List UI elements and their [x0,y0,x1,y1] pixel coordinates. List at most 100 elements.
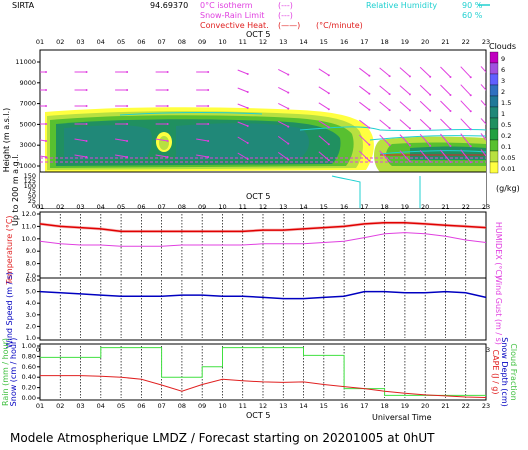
temperature-ylabel: Temperature (°C) [5,215,14,285]
wind-arrow-head [246,107,249,109]
clouds-legend-label: 0.1 [501,143,511,151]
wind-arrow [460,133,472,147]
wind-arrow [359,67,370,77]
wind-arrow [379,101,390,111]
height-low-tick-label: 0 [32,202,36,210]
wind-arrow [440,133,451,147]
hour-tick-label: 09 [198,402,206,410]
clouds-legend-label: 1.5 [501,99,511,107]
wind-arrow [237,69,248,75]
hour-tick-label: 23 [482,38,490,46]
wind-arrow-head [368,143,371,146]
bottom-hour-ticks: 01 02 03 04 05 06 07 08 09 10 11 12 13 14 15 16 17 18 19 20… [36,402,490,410]
hour-tick-label: 03 [76,402,84,410]
wind-arrow [460,118,472,130]
wind-arrow-head [207,140,210,142]
wind-arrow-head [429,109,432,112]
wind-arrow-head [327,126,330,129]
hour-tick-label: 17 [360,203,368,211]
height-tick-label: 7000 [19,100,36,108]
wind-grid [59,280,467,338]
wind-arrow-head [85,123,88,125]
hour-tick-label: 04 [97,38,105,46]
wind-arrow [237,103,248,109]
hour-tick-label: 21 [441,38,449,46]
clouds-legend-swatch [489,62,499,75]
cloud-fraction-ylabel: Cloud Fraction [509,343,518,400]
wind-arrow [379,119,390,129]
wind-arrow-head [287,91,290,94]
humidex-line [39,232,487,247]
wind-arrow-head [368,159,371,162]
station-name: SIRTA [12,1,35,10]
wind-arrow [40,139,47,142]
humidex-ylabel: HUMIDEX (°C) [494,222,503,278]
wind-arrow-head [408,93,411,96]
clouds-legend-label: 9 [501,55,505,63]
hour-tick-label: 09 [198,38,206,46]
clouds-legend-swatch [489,161,499,174]
wind-arrow [419,66,431,78]
temperature-line [39,221,487,233]
cloud-field [40,107,486,208]
wind-arrow-head [287,73,290,76]
wind-arrow [74,154,87,158]
wind-arrow [318,135,330,145]
y-tick-label: 1.0 [26,334,36,342]
wind-arrow [155,154,168,158]
height-low-tick-label: 25 [28,197,36,205]
wind-arrow-head [126,105,129,107]
hour-tick-label: 16 [340,203,348,211]
wind-arrow [318,120,330,128]
clouds-legend-label: 0.01 [501,165,515,173]
clouds-legend-swatch [489,139,499,152]
wind-arrow [379,85,390,95]
wind-arrow [318,68,330,76]
hour-tick-label: 15 [320,38,328,46]
wind-arrow-head [469,145,472,148]
hour-tick-label: 02 [56,203,64,211]
footer-text: Modele Atmospherique LMDZ / Forecast sta… [10,431,435,445]
clouds-legend-label: 3 [501,77,505,85]
clouds-legend-swatch [489,51,499,64]
wind-arrow-head [166,71,169,73]
wind-arrow [277,135,289,145]
wind-arrow-head [166,89,169,91]
hour-tick-label: 21 [441,203,449,211]
hour-tick-label: 18 [380,402,388,410]
wind-arrow-head [287,125,290,128]
wind-arrow-head [469,128,472,131]
hour-tick-label: 19 [401,38,409,46]
cloud-fraction-line [40,347,486,396]
wind-arrows [40,66,486,164]
wind-arrow-head [327,108,330,111]
legend-snow-rain-symbol: (---) [278,11,293,20]
wind-arrow-head [469,161,472,164]
wind-arrow [480,149,486,157]
y-tick-label: 2.0 [26,322,36,330]
hour-tick-label: 12 [259,38,267,46]
hour-tick-label: 22 [462,38,470,46]
wind-arrow-head [126,71,129,73]
wind-arrow-head [207,89,210,91]
hour-tick-label: 13 [279,402,287,410]
height-tick-label: 5000 [19,120,36,128]
wind-arrow [440,149,451,163]
wind-arrow [196,138,209,142]
wind-arrow-head [327,92,330,95]
y-tick-label: 7.0 [26,272,36,280]
wind-arrow [278,102,289,110]
y-tick-label: 8.0 [26,260,36,268]
wind-arrow-head [429,160,432,163]
rain-ylabel: Rain (mm / hour) [1,338,10,406]
clouds-legend-swatch [489,150,499,163]
clouds-legend-swatch [489,95,499,108]
legend-convective-symbol: (——) [278,21,300,30]
wind-arrow [74,138,87,142]
hour-tick-label: 08 [178,402,186,410]
wind-arrow [359,119,370,129]
hour-tick-label: 19 [401,402,409,410]
wind-arrow-head [207,105,210,107]
hour-tick-label: 19 [401,203,409,211]
